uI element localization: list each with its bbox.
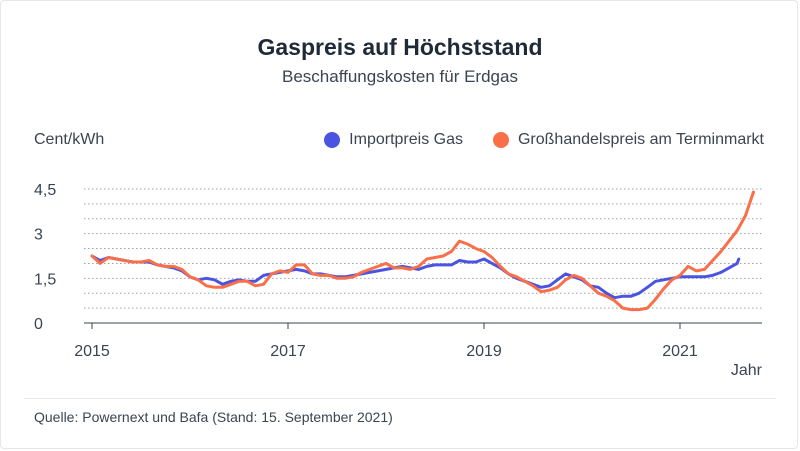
x-tick-label: 2019 (466, 343, 502, 360)
legend-dot-importpreis (324, 132, 341, 148)
legend-item-importpreis: Importpreis Gas (324, 131, 463, 149)
legend-label-importpreis: Importpreis Gas (349, 131, 463, 148)
series-line-importpreis (90, 254, 741, 300)
legend-dot-grosshandelspreis (492, 132, 509, 148)
chart-subtitle: Beschaffungskosten für Erdgas (282, 67, 518, 86)
legend-item-grosshandelspreis: Großhandelspreis am Terminmarkt (492, 131, 764, 149)
footer-divider (24, 398, 776, 399)
x-axis-label: Jahr (730, 362, 762, 379)
y-tick-label: 3 (34, 227, 43, 244)
y-tick-label: 4,5 (34, 182, 56, 199)
x-tick-label: 2017 (270, 343, 306, 360)
y-tick-label: 0 (34, 316, 43, 333)
source-note: Quelle: Powernext und Bafa (Stand: 15. S… (34, 409, 393, 425)
y-tick-label: 1,5 (34, 271, 56, 288)
grid-lines (84, 188, 762, 309)
series-lines (90, 190, 755, 312)
y-axis-label: Cent/kWh (34, 131, 105, 148)
x-axis: 2015 2017 2019 2021 (74, 322, 762, 360)
y-tick-labels: 0 1,5 3 4,5 (34, 182, 56, 333)
series-line-grosshandelspreis (90, 190, 755, 312)
x-tick-label: 2021 (662, 343, 698, 360)
legend: Importpreis Gas Großhandelspreis am Term… (294, 131, 764, 149)
x-tick-label: 2015 (74, 343, 110, 360)
legend-label-grosshandelspreis: Großhandelspreis am Terminmarkt (517, 131, 764, 148)
chart-title: Gaspreis auf Höchststand (257, 34, 543, 60)
